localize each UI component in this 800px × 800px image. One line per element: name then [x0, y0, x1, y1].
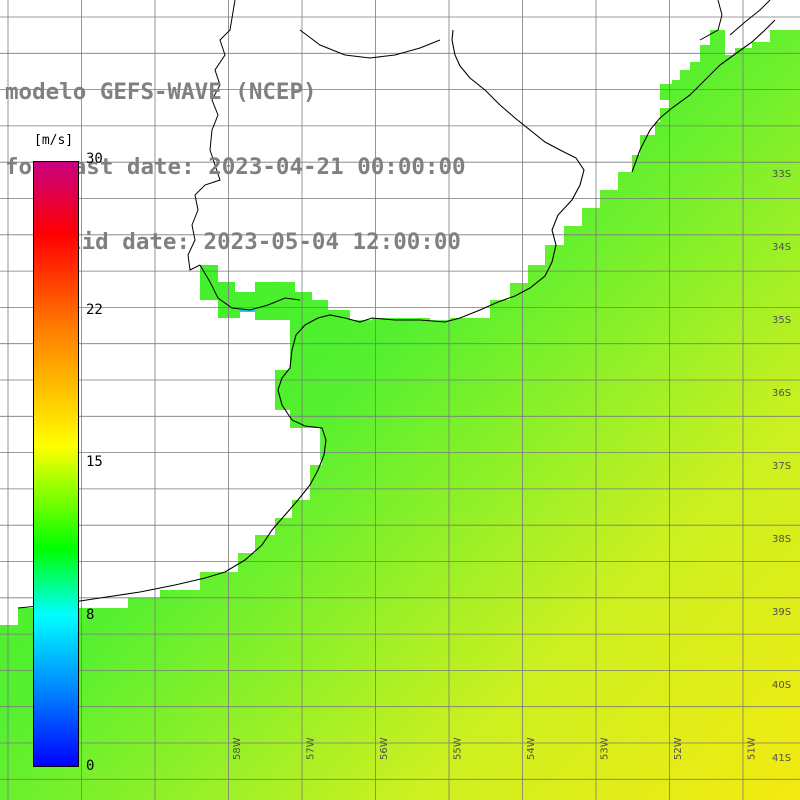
- upper-border: [299, 29, 441, 59]
- latitude-label: 36S: [772, 388, 791, 399]
- latitude-label: 38S: [772, 534, 791, 545]
- latitude-label: 37S: [772, 461, 791, 472]
- longitude-label: 51W: [747, 737, 758, 760]
- latitude-label: 33S: [772, 169, 791, 180]
- river-shore: [199, 264, 301, 311]
- longitude-label: 57W: [306, 737, 317, 760]
- latitude-label: 41S: [772, 753, 791, 764]
- latitude-label: 35S: [772, 315, 791, 326]
- longitude-label: 52W: [673, 737, 684, 760]
- latitude-label: 34S: [772, 242, 791, 253]
- colorbar-tick-15: 15: [86, 454, 103, 470]
- latitude-labels: 33S 34S 35S 36S 37S 38S 39S 40S 41S: [772, 169, 791, 764]
- ocean-field: [0, 30, 800, 800]
- colorbar-tick-0: 0: [86, 758, 95, 774]
- model-name: modelo GEFS-WAVE (NCEP): [5, 79, 317, 105]
- forecast-date: forecast date: 2023-04-21 00:00:00: [5, 154, 466, 180]
- colorbar: [33, 161, 79, 767]
- longitude-label: 54W: [526, 737, 537, 760]
- longitude-label: 53W: [600, 737, 611, 760]
- colorbar-unit: [m/s]: [34, 133, 74, 148]
- national-border: [187, 0, 236, 271]
- longitude-label: 58W: [232, 737, 243, 760]
- colorbar-tick-22: 22: [86, 302, 103, 318]
- map-title: modelo GEFS-WAVE (NCEP) forecast date: 2…: [5, 30, 466, 280]
- valid-date: valid date: 2023-05-04 12:00:00: [41, 229, 461, 255]
- longitude-labels: 58W 57W 56W 55W 54W 53W 52W 51W: [232, 737, 758, 760]
- longitude-label: 55W: [453, 737, 464, 760]
- longitude-label: 56W: [379, 737, 390, 760]
- latitude-label: 39S: [772, 607, 791, 618]
- northern-coastline: [631, 19, 776, 173]
- latitude-label: 40S: [772, 680, 791, 691]
- colorbar-tick-8: 8: [86, 607, 95, 623]
- colorbar-tick-30: 30: [86, 151, 103, 167]
- coastline: [17, 29, 585, 609]
- lagoon-coastline: [699, 0, 771, 41]
